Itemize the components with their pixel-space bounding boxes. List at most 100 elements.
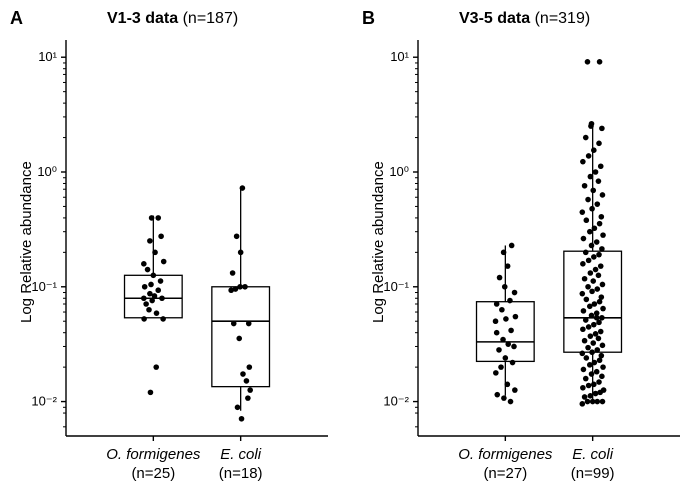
data-point — [145, 267, 151, 273]
panel-title: V3-5 data (n=319) — [459, 10, 590, 28]
data-point — [586, 383, 592, 389]
figure: AV1-3 data (n=187)Log Relative abundance… — [0, 0, 688, 502]
data-point — [589, 371, 595, 377]
data-point — [594, 239, 600, 245]
data-point — [161, 259, 167, 265]
data-point — [237, 284, 243, 290]
data-point — [581, 367, 587, 373]
data-point — [585, 345, 591, 351]
data-point — [160, 316, 166, 322]
data-point — [500, 337, 506, 343]
data-point — [158, 278, 164, 284]
panel: 10⁻²10⁻¹10⁰10¹ — [370, 40, 684, 442]
data-point — [498, 364, 504, 370]
data-point — [582, 338, 588, 344]
data-point — [501, 395, 507, 401]
data-point — [589, 243, 595, 249]
panel-title: V1-3 data (n=187) — [107, 10, 238, 28]
data-point — [589, 206, 595, 212]
data-point — [141, 261, 147, 267]
data-point — [247, 387, 253, 393]
data-point — [230, 270, 236, 276]
data-point — [512, 387, 518, 393]
y-tick-label: 10⁰ — [389, 164, 409, 179]
data-point — [591, 254, 597, 260]
data-point — [234, 233, 240, 239]
data-point — [591, 382, 597, 388]
data-point — [147, 291, 153, 297]
data-point — [600, 343, 606, 349]
data-point — [508, 399, 514, 405]
data-point — [508, 328, 514, 334]
data-point — [596, 379, 602, 385]
data-point — [599, 214, 605, 220]
data-point — [596, 178, 602, 184]
data-point — [580, 326, 586, 332]
data-point — [590, 188, 596, 194]
data-point — [503, 355, 509, 361]
data-point — [587, 229, 593, 235]
data-point — [158, 233, 164, 239]
data-point — [582, 183, 588, 189]
panel-svg: 10⁻²10⁻¹10⁰10¹ — [370, 40, 684, 442]
data-point — [240, 185, 246, 191]
data-point — [143, 301, 149, 307]
data-point — [141, 316, 147, 322]
data-point — [591, 322, 597, 328]
data-point — [588, 393, 594, 399]
data-point — [155, 287, 161, 293]
y-tick-label: 10⁰ — [37, 164, 57, 179]
data-point — [592, 360, 598, 366]
data-point — [579, 291, 585, 297]
data-point — [580, 385, 586, 391]
y-tick-label: 10⁻¹ — [31, 279, 57, 294]
data-point — [585, 59, 591, 65]
data-point — [235, 405, 241, 411]
data-point — [588, 123, 594, 129]
data-point — [497, 275, 503, 281]
data-point — [159, 295, 165, 301]
data-point — [584, 297, 590, 303]
data-point — [600, 399, 606, 405]
data-point — [596, 252, 602, 258]
data-point — [586, 324, 592, 330]
data-point — [597, 221, 603, 227]
data-point — [238, 250, 244, 256]
data-point — [502, 284, 508, 290]
data-point — [580, 159, 586, 165]
data-point — [584, 217, 590, 223]
panel-svg: 10⁻²10⁻¹10⁰10¹ — [18, 40, 332, 442]
data-point — [592, 225, 598, 231]
data-point — [601, 387, 607, 393]
data-point — [583, 135, 589, 141]
data-point — [600, 306, 606, 312]
data-point — [585, 197, 591, 203]
data-point — [493, 370, 499, 376]
data-point — [580, 261, 586, 267]
data-point — [593, 267, 599, 273]
data-point — [581, 236, 587, 242]
data-point — [594, 369, 600, 375]
data-point — [600, 364, 606, 370]
data-point — [594, 201, 600, 207]
data-point — [503, 316, 509, 322]
data-point — [583, 317, 589, 323]
data-point — [582, 276, 588, 282]
data-point — [583, 250, 589, 256]
data-point — [510, 360, 516, 366]
data-point — [590, 278, 596, 284]
data-point — [512, 290, 518, 296]
data-point — [588, 333, 594, 339]
data-point — [242, 284, 248, 290]
data-point — [245, 395, 251, 401]
y-tick-label: 10¹ — [38, 49, 57, 64]
data-point — [599, 374, 605, 380]
data-point — [590, 340, 596, 346]
data-point — [584, 355, 590, 361]
data-point — [594, 347, 600, 353]
data-point — [155, 215, 161, 221]
data-point — [494, 301, 500, 307]
data-point — [505, 263, 511, 269]
x-category-n: (n=27) — [483, 465, 527, 482]
data-point — [154, 310, 160, 316]
